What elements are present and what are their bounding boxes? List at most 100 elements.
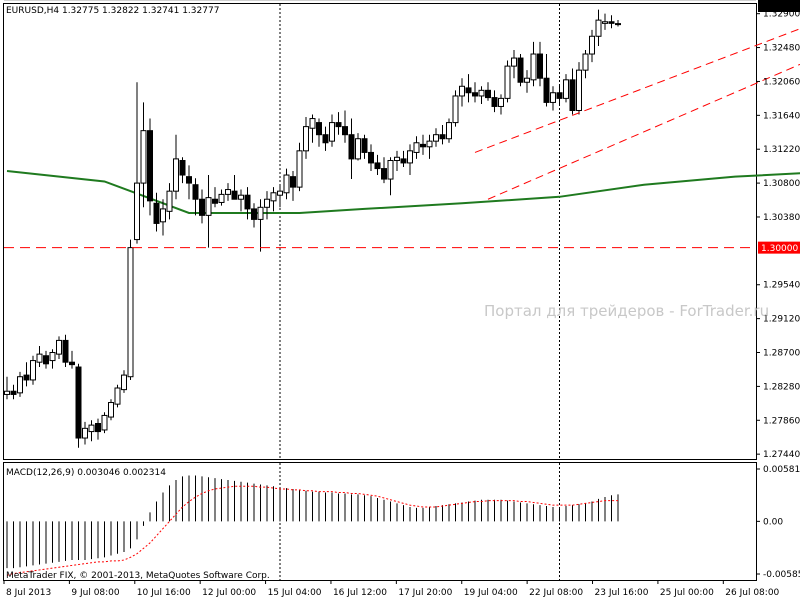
candle-66 — [433, 128, 439, 147]
candle-body — [452, 95, 459, 124]
candle-body — [582, 53, 589, 71]
candle-59 — [387, 157, 394, 196]
candle-6 — [43, 350, 49, 369]
candle-7 — [49, 349, 56, 369]
candle-body — [49, 352, 56, 362]
candle-body — [296, 150, 303, 188]
candle-40 — [264, 191, 270, 220]
candle-body — [472, 92, 478, 97]
candle-body — [251, 208, 257, 220]
candle-body — [387, 160, 394, 180]
candle-body — [556, 92, 563, 99]
candle-51 — [335, 112, 342, 135]
candle-41 — [270, 187, 277, 212]
candle-74 — [485, 82, 491, 101]
candle-34 — [225, 183, 231, 201]
candle-body — [277, 190, 283, 196]
time-axis-label: 16 Jul 12:00 — [333, 588, 387, 598]
macd-layer — [6, 475, 619, 576]
candle-35 — [231, 175, 238, 200]
candle-89 — [582, 49, 589, 79]
macd-axis-label: -0.005852 — [763, 570, 800, 580]
candle-body — [264, 198, 270, 208]
candle-body — [56, 339, 62, 355]
time-axis-label: 8 Jul 2013 — [6, 588, 51, 598]
candle-body — [524, 77, 530, 83]
candle-body — [322, 134, 329, 144]
candles-layer — [4, 9, 621, 448]
time-axis-label: 15 Jul 04:00 — [268, 588, 322, 598]
candle-23 — [153, 192, 160, 232]
current-price-box — [758, 0, 800, 12]
candle-83 — [543, 54, 550, 107]
price-tick-label: 1.32480 — [763, 44, 800, 54]
candle-body — [238, 194, 244, 200]
candle-85 — [556, 84, 563, 105]
candle-32 — [212, 187, 218, 208]
candle-79 — [517, 54, 524, 87]
candle-body — [602, 21, 608, 24]
candle-19 — [127, 239, 134, 380]
candle-body — [485, 89, 491, 99]
candle-94 — [615, 19, 621, 27]
candle-body — [433, 134, 439, 142]
chart-header: EURUSD,H4 1.32775 1.32822 1.32741 1.3277… — [6, 6, 219, 16]
candle-body — [504, 65, 511, 99]
candle-body — [30, 360, 36, 381]
candle-26 — [173, 134, 179, 200]
candle-76 — [498, 94, 504, 115]
current-price-label: 1.32777 — [761, 0, 798, 3]
candle-55 — [361, 134, 368, 159]
candle-3 — [23, 362, 30, 387]
candle-body — [563, 79, 569, 99]
candle-33 — [218, 189, 225, 206]
watermark-text: Портал для трейдеров - ForTrader.ru — [484, 302, 769, 320]
macd-axis-label: 0.005819 — [763, 465, 800, 475]
price-tick-label: 1.27440 — [763, 450, 800, 460]
price-tick-label: 1.29540 — [763, 281, 800, 291]
candle-body — [244, 194, 251, 210]
candle-body — [543, 77, 550, 103]
candle-body — [361, 138, 368, 153]
candle-22 — [147, 118, 153, 216]
candle-body — [498, 97, 504, 107]
candle-body — [355, 138, 361, 160]
candle-body — [400, 158, 407, 164]
time-axis-label: 25 Jul 00:00 — [660, 588, 714, 598]
candle-81 — [530, 41, 537, 87]
candle-54 — [355, 133, 361, 161]
candle-body — [173, 158, 179, 192]
candle-body — [166, 190, 173, 212]
candle-52 — [342, 110, 348, 143]
candle-63 — [413, 136, 420, 159]
candle-43 — [283, 168, 290, 200]
candle-71 — [465, 74, 472, 103]
candle-93 — [608, 15, 615, 29]
candle-36 — [238, 189, 244, 212]
candle-body — [257, 206, 264, 220]
candle-38 — [251, 203, 257, 228]
candle-84 — [550, 86, 556, 111]
copyright-text: MetaTrader FIX, © 2001-2013, MetaQuotes … — [6, 571, 270, 581]
candle-58 — [381, 157, 387, 184]
candle-body — [511, 57, 517, 67]
candle-21 — [140, 102, 147, 208]
candle-69 — [452, 90, 459, 127]
candle-9 — [62, 334, 69, 368]
candle-body — [608, 21, 615, 24]
candle-46 — [303, 116, 309, 159]
candle-body — [140, 130, 147, 184]
candle-42 — [277, 184, 283, 208]
macd-header: MACD(12,26,9) 0.003046 0.002314 — [6, 468, 166, 478]
candle-body — [153, 202, 160, 224]
candle-90 — [589, 29, 595, 63]
candle-body — [348, 134, 355, 160]
candle-body — [127, 247, 134, 378]
candle-body — [69, 361, 75, 366]
candle-body — [316, 122, 322, 136]
candle-body — [231, 190, 238, 200]
candle-70 — [459, 78, 465, 107]
grid-layer — [4, 0, 756, 580]
candle-body — [192, 184, 199, 200]
candle-47 — [309, 114, 316, 143]
